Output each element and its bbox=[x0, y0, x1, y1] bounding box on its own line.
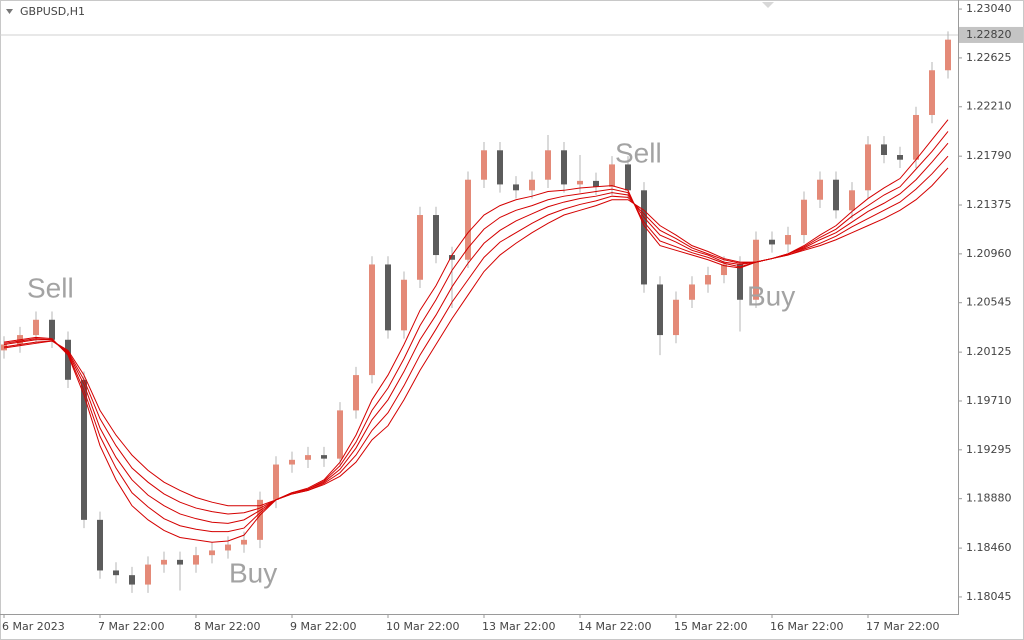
candle-body bbox=[625, 164, 631, 191]
candle-body bbox=[593, 180, 599, 187]
x-tick-label: 15 Mar 22:00 bbox=[674, 620, 747, 633]
y-tick-label: 1.22210 bbox=[966, 100, 1012, 113]
candle-body bbox=[609, 164, 615, 187]
plot-area bbox=[0, 31, 958, 593]
candle-body bbox=[721, 264, 727, 276]
candle-body bbox=[833, 179, 839, 211]
candle-body bbox=[657, 284, 663, 336]
x-tick-label: 10 Mar 22:00 bbox=[386, 620, 459, 633]
candle-body bbox=[689, 284, 695, 300]
candle-body bbox=[49, 319, 55, 340]
candle-body bbox=[81, 379, 87, 520]
candle-body bbox=[241, 539, 247, 545]
candle-body bbox=[257, 499, 263, 540]
candle-body bbox=[577, 180, 583, 185]
current-price-box bbox=[959, 26, 1023, 43]
candle-body bbox=[705, 275, 711, 285]
sell-annotation: Sell bbox=[615, 137, 662, 168]
candle-body bbox=[641, 190, 647, 285]
current-price-label: 1.22820 bbox=[966, 28, 1012, 41]
y-tick-label: 1.20960 bbox=[966, 247, 1012, 260]
candle-body bbox=[513, 184, 519, 191]
x-tick-label: 7 Mar 22:00 bbox=[98, 620, 164, 633]
candle-body bbox=[801, 199, 807, 236]
buy-annotation: Buy bbox=[229, 557, 277, 588]
candle-body bbox=[337, 410, 343, 459]
buy-annotation: Buy bbox=[747, 280, 795, 311]
moving-average-line bbox=[3, 142, 949, 524]
y-tick-label: 1.18880 bbox=[966, 492, 1012, 505]
chart-title: GBPUSD,H1 bbox=[20, 5, 85, 18]
candle-body bbox=[673, 299, 679, 336]
candle-body bbox=[97, 519, 103, 571]
candle-body bbox=[321, 455, 327, 459]
candle-body bbox=[113, 570, 119, 576]
candle-body bbox=[561, 150, 567, 185]
y-tick-label: 1.23040 bbox=[966, 2, 1012, 15]
y-tick-label: 1.20125 bbox=[966, 345, 1012, 358]
x-tick-label: 6 Mar 2023 bbox=[2, 620, 65, 633]
y-tick-label: 1.19710 bbox=[966, 394, 1012, 407]
candle-body bbox=[929, 70, 935, 115]
candle-body bbox=[273, 464, 279, 500]
candle-body bbox=[881, 144, 887, 155]
candle-body bbox=[385, 264, 391, 331]
candle-body bbox=[225, 544, 231, 551]
y-tick-label: 1.19295 bbox=[966, 443, 1012, 456]
y-tick-label: 1.21790 bbox=[966, 149, 1012, 162]
candle-body bbox=[897, 155, 903, 160]
candle-body bbox=[33, 319, 39, 336]
candle-body bbox=[737, 264, 743, 300]
candle-body bbox=[305, 455, 311, 460]
candle-body bbox=[177, 559, 183, 565]
candle-body bbox=[289, 459, 295, 465]
candle-body bbox=[145, 564, 151, 585]
y-tick-label: 1.18460 bbox=[966, 541, 1012, 554]
candle-body bbox=[817, 179, 823, 200]
candle-body bbox=[545, 150, 551, 180]
y-tick-label: 1.22625 bbox=[966, 51, 1012, 64]
chart-shift-marker[interactable] bbox=[762, 2, 774, 8]
candle-body bbox=[161, 559, 167, 565]
y-tick-label: 1.18045 bbox=[966, 590, 1012, 603]
candle-body bbox=[209, 550, 215, 556]
candle-body bbox=[753, 239, 759, 300]
symbol-menu-icon[interactable] bbox=[6, 9, 13, 14]
x-tick-label: 16 Mar 22:00 bbox=[770, 620, 843, 633]
candle-body bbox=[481, 150, 487, 180]
x-tick-label: 8 Mar 22:00 bbox=[194, 620, 260, 633]
candle-body bbox=[529, 179, 535, 191]
moving-average-line bbox=[3, 167, 949, 507]
x-tick-label: 14 Mar 22:00 bbox=[578, 620, 651, 633]
x-tick-label: 17 Mar 22:00 bbox=[866, 620, 939, 633]
candle-body bbox=[465, 179, 471, 260]
candle-body bbox=[401, 279, 407, 331]
candle-body bbox=[65, 339, 71, 380]
candle-body bbox=[497, 150, 503, 185]
sell-annotation: Sell bbox=[27, 272, 74, 303]
candle-body bbox=[369, 264, 375, 376]
y-tick-label: 1.21375 bbox=[966, 198, 1012, 211]
candle-body bbox=[945, 39, 951, 71]
candle-body bbox=[433, 215, 439, 256]
x-tick-label: 13 Mar 22:00 bbox=[482, 620, 555, 633]
candle-body bbox=[1, 344, 7, 351]
candle-body bbox=[913, 114, 919, 160]
x-tick-label: 9 Mar 22:00 bbox=[290, 620, 356, 633]
candle-body bbox=[129, 575, 135, 585]
candle-body bbox=[785, 235, 791, 245]
candle-body bbox=[865, 144, 871, 191]
candle-body bbox=[193, 555, 199, 565]
y-tick-label: 1.20545 bbox=[966, 296, 1012, 309]
candle-body bbox=[353, 375, 359, 411]
candle-body bbox=[849, 190, 855, 211]
candle-body bbox=[417, 215, 423, 280]
candle-body bbox=[769, 239, 775, 245]
candle-body bbox=[449, 255, 455, 260]
